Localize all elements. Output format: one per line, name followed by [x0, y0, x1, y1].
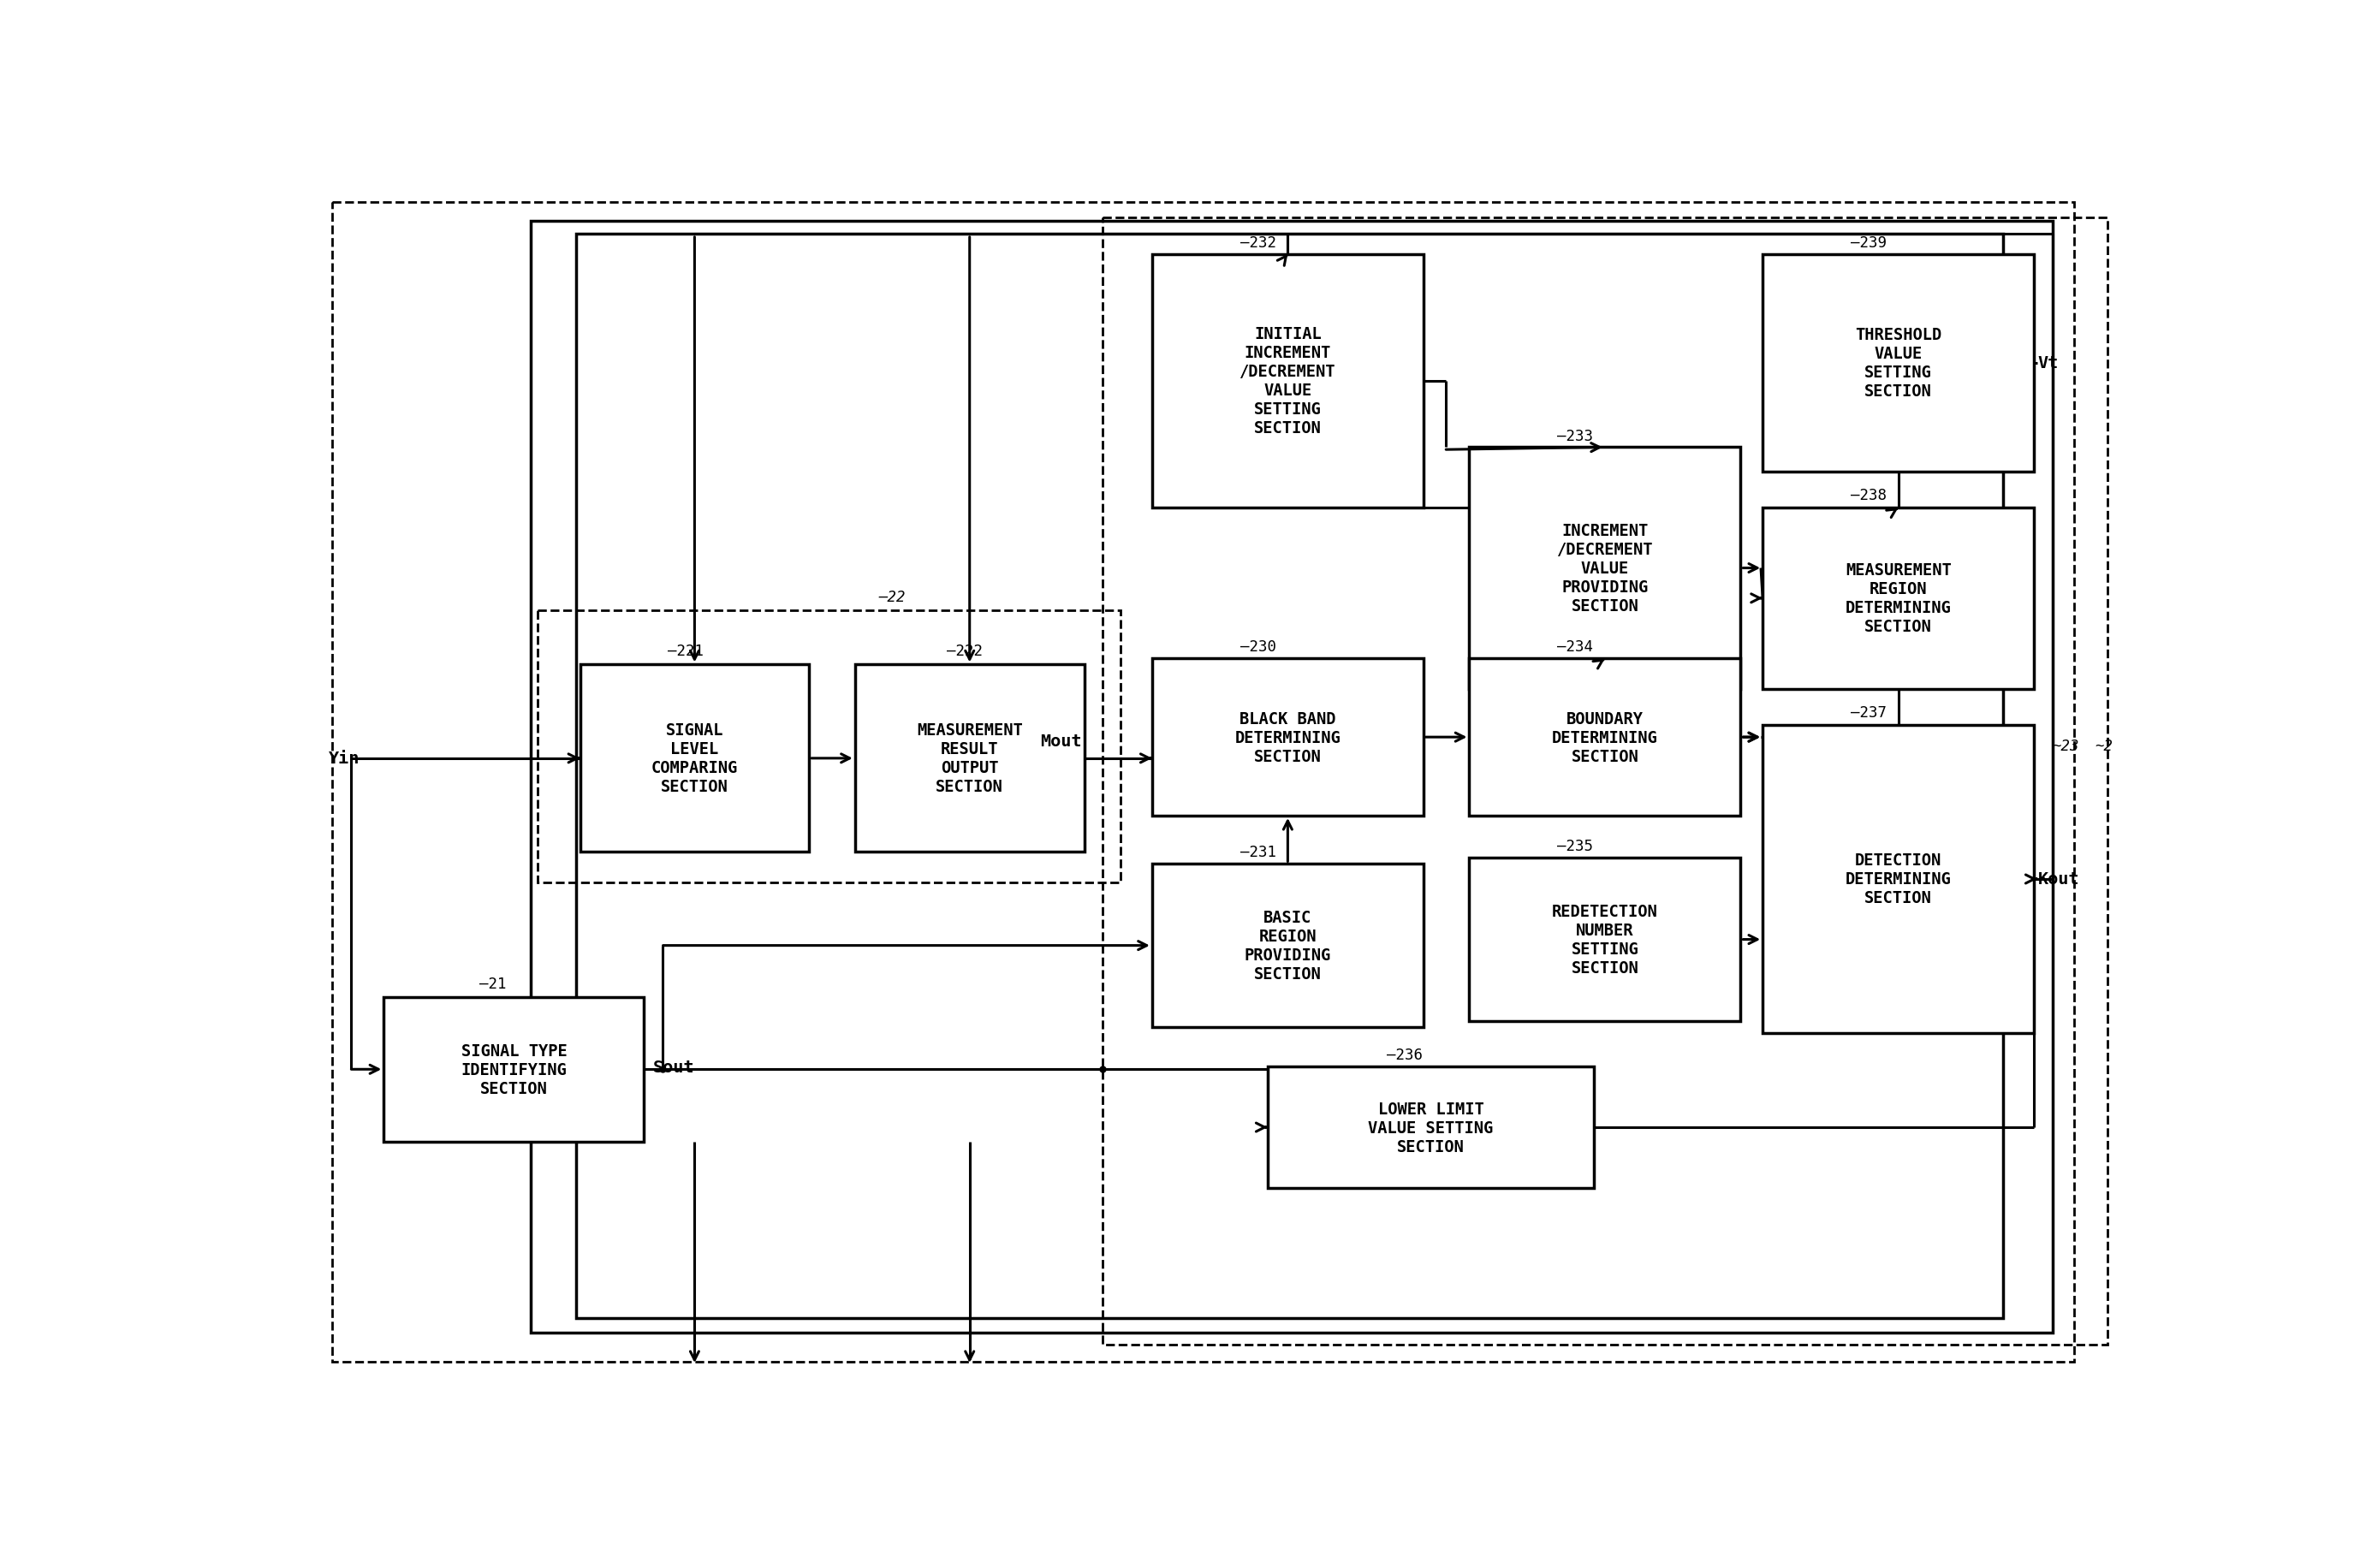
Text: —238: —238 — [1850, 488, 1886, 503]
Bar — [1763, 508, 2035, 690]
Bar — [537, 610, 1121, 883]
Text: INCREMENT
/DECREMENT
VALUE
PROVIDING
SECTION: INCREMENT /DECREMENT VALUE PROVIDING SEC… — [1557, 522, 1654, 615]
Text: THRESHOLD
VALUE
SETTING
SECTION: THRESHOLD VALUE SETTING SECTION — [1855, 326, 1942, 400]
Text: ~2: ~2 — [2094, 739, 2113, 754]
Text: —231: —231 — [1240, 844, 1275, 859]
Bar — [1469, 858, 1741, 1021]
Text: —230: —230 — [1240, 638, 1275, 654]
Text: —221: —221 — [667, 643, 705, 659]
Text: —235: —235 — [1557, 837, 1592, 853]
Bar — [577, 234, 2004, 1319]
Bar — [1763, 254, 2035, 472]
Text: SIGNAL
LEVEL
COMPARING
SECTION: SIGNAL LEVEL COMPARING SECTION — [651, 723, 738, 795]
Text: —234: —234 — [1557, 638, 1592, 654]
Text: MEASUREMENT
REGION
DETERMINING
SECTION: MEASUREMENT REGION DETERMINING SECTION — [1845, 563, 1952, 635]
Bar — [1469, 448, 1741, 690]
Text: Sout: Sout — [653, 1058, 696, 1076]
Text: SIGNAL TYPE
IDENTIFYING
SECTION: SIGNAL TYPE IDENTIFYING SECTION — [461, 1043, 568, 1096]
Text: —21: —21 — [478, 975, 506, 991]
Text: Vt: Vt — [2037, 354, 2058, 372]
Bar — [1268, 1068, 1595, 1189]
Text: ~23: ~23 — [2051, 739, 2080, 754]
Bar — [580, 665, 809, 853]
Bar — [1763, 726, 2035, 1033]
Bar — [854, 665, 1084, 853]
Text: —236: —236 — [1386, 1047, 1422, 1062]
Text: BOUNDARY
DETERMINING
SECTION: BOUNDARY DETERMINING SECTION — [1552, 710, 1659, 765]
Text: MEASUREMENT
RESULT
OUTPUT
SECTION: MEASUREMENT RESULT OUTPUT SECTION — [916, 723, 1022, 795]
Text: —22: —22 — [878, 590, 906, 605]
Text: LOWER LIMIT
VALUE SETTING
SECTION: LOWER LIMIT VALUE SETTING SECTION — [1368, 1101, 1493, 1154]
Bar — [1469, 659, 1741, 815]
Text: INITIAL
INCREMENT
/DECREMENT
VALUE
SETTING
SECTION: INITIAL INCREMENT /DECREMENT VALUE SETTI… — [1240, 326, 1337, 436]
Text: REDETECTION
NUMBER
SETTING
SECTION: REDETECTION NUMBER SETTING SECTION — [1552, 903, 1659, 977]
Bar — [1152, 864, 1424, 1027]
Text: —232: —232 — [1240, 235, 1275, 251]
Text: —237: —237 — [1850, 706, 1886, 721]
Text: BASIC
REGION
PROVIDING
SECTION: BASIC REGION PROVIDING SECTION — [1245, 909, 1332, 982]
Text: BLACK BAND
DETERMINING
SECTION: BLACK BAND DETERMINING SECTION — [1235, 710, 1342, 765]
Text: Kout: Kout — [2037, 870, 2080, 887]
Text: Yin: Yin — [329, 750, 360, 767]
Text: DETECTION
DETERMINING
SECTION: DETECTION DETERMINING SECTION — [1845, 853, 1952, 906]
Bar — [383, 997, 644, 1142]
Text: Mout: Mout — [1041, 732, 1081, 750]
Text: —239: —239 — [1850, 235, 1886, 251]
Bar — [1152, 254, 1424, 508]
Text: —222: —222 — [946, 643, 982, 659]
Text: —233: —233 — [1557, 428, 1592, 444]
Bar — [530, 223, 2051, 1333]
Bar — [1152, 659, 1424, 815]
Bar — [1103, 218, 2108, 1345]
